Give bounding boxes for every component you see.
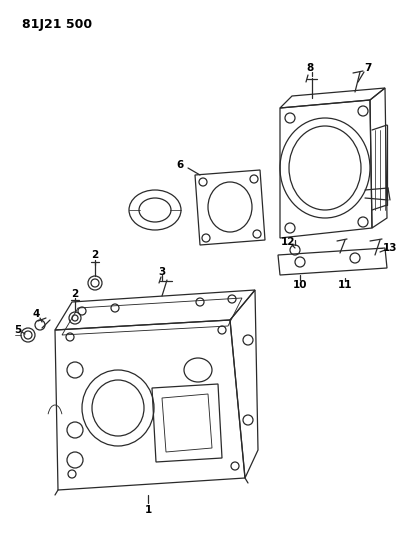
Text: 8: 8 [306,63,314,73]
Text: 7: 7 [364,63,372,73]
Text: 3: 3 [158,267,166,277]
Text: 5: 5 [14,325,22,335]
Text: 12: 12 [281,237,295,247]
Text: 13: 13 [383,243,397,253]
Text: 4: 4 [32,309,40,319]
Text: 2: 2 [91,250,99,260]
Text: 10: 10 [293,280,307,290]
Text: 11: 11 [338,280,352,290]
Text: 81J21 500: 81J21 500 [22,18,92,31]
Text: 1: 1 [144,505,152,515]
Text: 6: 6 [176,160,184,170]
Text: 2: 2 [71,289,79,299]
